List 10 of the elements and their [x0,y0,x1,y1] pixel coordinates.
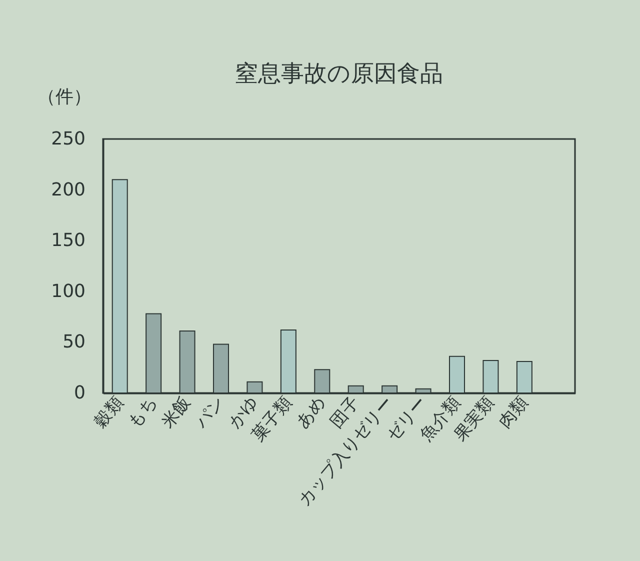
x-tick-label: 肉類 [494,393,532,432]
y-tick-label: 150 [51,230,86,252]
y-tick-label: 0 [74,382,86,404]
y-tick-label: 50 [62,332,86,353]
x-tick-label: あめ [292,393,330,432]
y-tick-label: 250 [51,128,86,150]
chart-title: 窒息事故の原因食品 [235,61,443,87]
y-tick-label: 200 [51,179,86,200]
y-axis-title: （件） [38,86,92,108]
y-tick-label: 100 [51,280,86,302]
